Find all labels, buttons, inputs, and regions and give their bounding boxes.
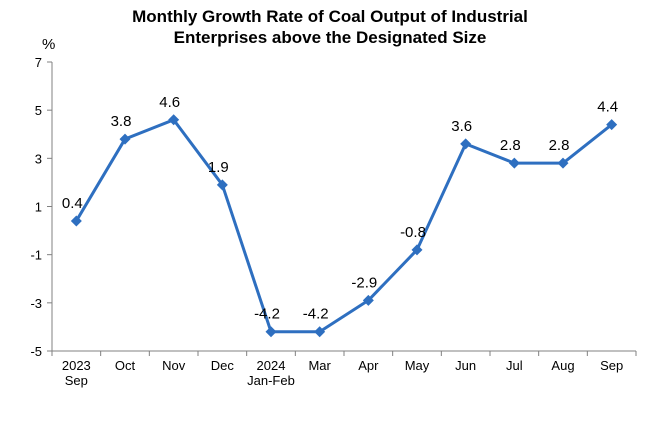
data-point — [508, 157, 520, 169]
data-label: -2.9 — [351, 274, 377, 291]
x-tick-label: 2024 Jan-Feb — [247, 358, 295, 388]
x-tick-label-line: Jul — [506, 358, 523, 373]
data-label: 4.4 — [597, 99, 618, 116]
data-label: 4.6 — [159, 94, 180, 111]
x-tick-label-line: Sep — [600, 358, 623, 373]
x-tick-label: Sep — [600, 358, 623, 373]
y-tick-labels: 7 5 3 1 -1 -3 -5 — [30, 55, 42, 359]
x-tick-label: Jul — [506, 358, 523, 373]
x-tick-label-line: Aug — [551, 358, 574, 373]
data-point — [119, 133, 131, 145]
y-tick-label: -5 — [30, 344, 42, 359]
x-tick-label-line: Mar — [308, 358, 331, 373]
x-tick-label-line: Oct — [115, 358, 136, 373]
x-tick-label-line: Jan-Feb — [247, 373, 295, 388]
series-line — [75, 118, 613, 334]
data-label: -4.2 — [303, 306, 329, 323]
x-tick-label: Dec — [211, 358, 235, 373]
x-tick-label-line: Nov — [162, 358, 186, 373]
x-tick-label-line: Apr — [358, 358, 379, 373]
y-tick-label: 7 — [35, 55, 42, 70]
chart-title: Monthly Growth Rate of Coal Output of In… — [0, 6, 660, 48]
x-tick-label-line: Jun — [455, 358, 476, 373]
data-label: -4.2 — [254, 306, 280, 323]
data-point — [70, 215, 82, 227]
y-tick-label: 5 — [35, 103, 42, 118]
data-label: 2.8 — [500, 137, 521, 154]
x-tick-label-line: 2023 — [62, 358, 91, 373]
y-tick-label: 3 — [35, 151, 42, 166]
data-label: 0.4 — [62, 195, 83, 212]
chart-title-line-2: Enterprises above the Designated Size — [173, 28, 487, 47]
data-point — [411, 244, 423, 256]
data-labels: 0.4 3.8 4.6 1.9 -4.2 -4.2 -2.9 -0.8 3.6 2.8 2.8 4.4 — [62, 94, 618, 323]
y-unit-label: % — [42, 36, 55, 53]
data-point — [460, 138, 472, 150]
series-group — [70, 114, 618, 338]
x-tick-label-line: Sep — [65, 373, 88, 388]
data-point — [362, 294, 374, 306]
data-label: 2.8 — [549, 137, 570, 154]
y-tick-label: -1 — [30, 248, 42, 263]
x-tick-label: Mar — [308, 358, 331, 373]
x-tick-label-line: 2024 — [257, 358, 286, 373]
chart-title-line-1: Monthly Growth Rate of Coal Output of In… — [132, 7, 528, 26]
x-tick-label: May — [405, 358, 430, 373]
x-tick-label-line: Dec — [211, 358, 235, 373]
data-label: -0.8 — [400, 224, 426, 241]
x-tick-label: 2023 Sep — [62, 358, 91, 388]
axes — [47, 61, 637, 356]
data-label: 3.8 — [111, 113, 132, 130]
y-tick-label: -3 — [30, 296, 42, 311]
data-point — [314, 326, 326, 338]
data-point — [265, 326, 277, 338]
x-tick-label-line: May — [405, 358, 430, 373]
x-tick-label: Jun — [455, 358, 476, 373]
data-point — [606, 119, 618, 131]
data-point — [168, 114, 180, 126]
x-tick-label: Nov — [162, 358, 186, 373]
data-point — [216, 179, 228, 191]
x-tick-label: Aug — [551, 358, 574, 373]
data-point — [557, 157, 569, 169]
data-label: 3.6 — [451, 118, 472, 135]
x-tick-label: Apr — [358, 358, 379, 373]
x-tick-label: Oct — [115, 358, 136, 373]
data-label: 1.9 — [208, 159, 229, 176]
y-tick-label: 1 — [35, 200, 42, 215]
